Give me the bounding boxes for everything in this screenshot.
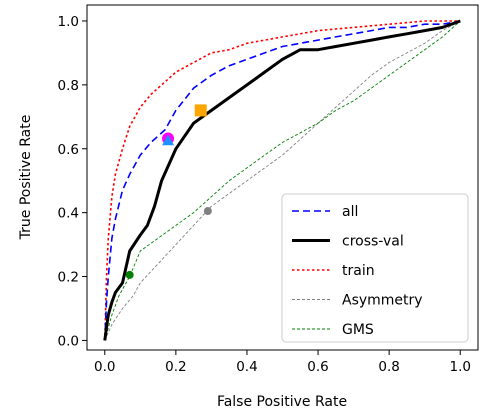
legend-label: Asymmetry <box>342 293 423 309</box>
y-tick-label: 0.4 <box>58 206 79 222</box>
x-tick-label: 0.0 <box>94 359 115 375</box>
marker-circle <box>203 207 212 216</box>
y-axis-ticks: 0.0 0.2 0.4 0.6 0.8 1.0 <box>58 14 87 349</box>
x-axis-label: False Positive Rate <box>217 394 347 410</box>
marker-square <box>194 104 207 117</box>
y-tick-label: 0.2 <box>58 270 79 286</box>
y-axis-label: True Positive Rate <box>18 115 34 241</box>
x-tick-label: 0.4 <box>236 359 257 375</box>
marker-circle <box>125 270 134 279</box>
series-line-cross-val <box>103 19 461 341</box>
y-tick-label: 1.0 <box>58 14 79 30</box>
legend-label: GMS <box>342 322 374 338</box>
y-tick-label: 0.0 <box>58 333 79 349</box>
legend-box <box>281 193 469 343</box>
x-tick-label: 0.6 <box>307 359 328 375</box>
legend-label: cross-val <box>342 234 404 250</box>
x-tick-label: 0.8 <box>378 359 399 375</box>
y-tick-label: 0.6 <box>58 142 79 158</box>
plot-frame <box>86 4 479 351</box>
legend: all cross-val train Asymmetry GMS <box>281 193 469 343</box>
x-tick-label: 1.0 <box>449 359 470 375</box>
series-line-train <box>104 20 461 341</box>
legend-label: all <box>342 204 358 220</box>
marker-triangle <box>162 134 175 146</box>
y-tick-label: 0.8 <box>58 78 79 94</box>
series-line-all <box>104 20 461 341</box>
x-tick-label: 0.2 <box>165 359 186 375</box>
legend-label: train <box>342 263 375 279</box>
x-axis-ticks: 0.0 0.2 0.4 0.6 0.8 1.0 <box>94 350 471 375</box>
markers-layer <box>125 104 212 279</box>
